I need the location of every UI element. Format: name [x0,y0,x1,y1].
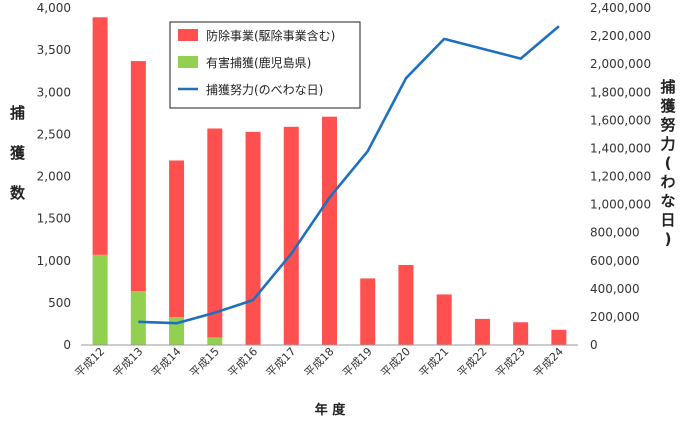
y-tick-label: 3,000 [37,85,71,99]
y2-axis-title-text: 捕獲努力(わな日) [660,78,676,248]
legend-label-harmful: 有害捕獲(鹿児島県) [206,55,311,70]
y-tick-label: 4,000 [37,1,71,15]
y-tick-label: 500 [48,296,71,310]
y-axis-title: 捕獲数 [10,104,26,202]
legend-swatch-control [178,29,198,41]
y2-tick-label: 400,000 [590,282,640,296]
bar-control-3 [207,128,223,338]
y2-tick-label: 1,400,000 [590,141,651,155]
y2-tick-label: 1,800,000 [590,85,651,99]
legend-box [169,21,361,109]
x-tick-label: 平成17 [264,345,299,380]
y2-tick-label: 200,000 [590,310,640,324]
y2-tick-label: 1,600,000 [590,113,651,127]
legend-swatch-harmful [178,56,198,68]
y2-tick-label: 2,400,000 [590,1,651,15]
y-tick-label: 1,500 [37,212,71,226]
bar-control-9 [436,294,452,345]
x-tick-label: 平成24 [531,345,566,380]
y-tick-label: 0 [63,338,71,352]
bar-control-4 [245,131,261,345]
legend-label-effort: 捕獲努力(のべわな日) [206,82,323,97]
bar-control-12 [551,329,567,345]
x-tick-label: 平成12 [73,345,108,380]
bar-control-0 [92,17,108,255]
x-tick-label: 平成19 [340,345,375,380]
y-tick-label: 2,000 [37,170,71,184]
bar-control-7 [360,278,376,345]
bar-harmful-3 [207,337,223,345]
y2-axis-title: 捕獲努力(わな日) [660,78,676,248]
y2-tick-label: 1,000,000 [590,198,651,212]
y2-tick-label: 800,000 [590,226,640,240]
x-tick-label: 平成21 [417,345,452,380]
x-tick-label: 平成18 [302,345,337,380]
y2-tick-label: 2,200,000 [590,29,651,43]
bar-control-6 [322,116,337,346]
x-tick-label: 平成16 [226,345,261,380]
legend: 防除事業(駆除事業含む) 有害捕獲(鹿児島県) 捕獲努力(のべわな日) [169,21,361,109]
bar-harmful-0 [92,254,108,345]
x-tick-label: 平成13 [111,345,146,380]
bar-control-8 [398,264,414,345]
x-tick-label: 平成20 [378,345,413,380]
bar-harmful-1 [130,291,146,345]
y-tick-label: 3,500 [37,43,71,57]
y-tick-label: 2,500 [37,127,71,141]
y2-tick-label: 0 [590,338,598,352]
bar-control-2 [169,160,185,318]
bar-control-5 [283,126,299,345]
x-tick-label: 平成22 [455,345,490,380]
y2-tick-label: 2,000,000 [590,57,651,71]
y-tick-label: 1,000 [37,254,71,268]
y2-tick-label: 1,200,000 [590,170,651,184]
x-tick-label: 平成14 [149,345,184,380]
legend-label-control: 防除事業(駆除事業含む) [206,28,335,43]
line-layer [138,25,560,325]
x-tick-label: 平成15 [187,345,222,380]
bar-control-11 [513,322,529,345]
y2-tick-label: 600,000 [590,254,640,268]
bars-layer [92,17,567,346]
bar-control-10 [474,318,490,345]
bar-control-1 [130,61,146,292]
x-tick-label: 平成23 [493,345,528,380]
y-axis-title-text: 捕獲数 [10,104,26,202]
x-axis-title: 年 度 [315,402,347,418]
line-effort [138,25,560,325]
